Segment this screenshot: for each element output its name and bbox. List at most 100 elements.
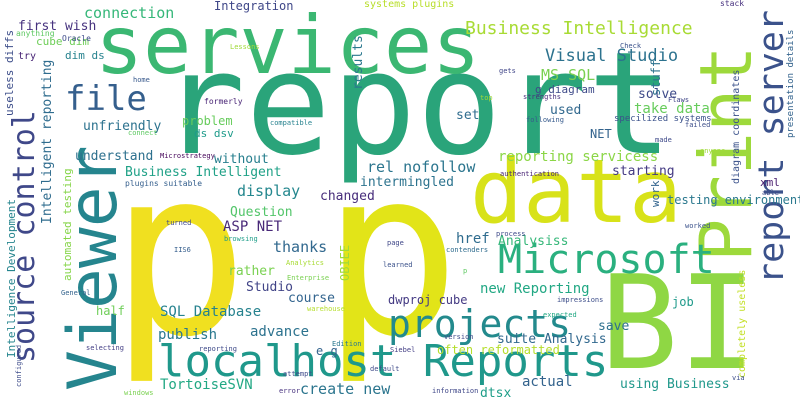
cloud-word: job (672, 296, 694, 308)
cloud-word: made (655, 137, 672, 144)
cloud-word: create new (300, 382, 390, 397)
cloud-word: Business Intelligence (465, 20, 693, 38)
cloud-word: Oracle (62, 35, 91, 43)
cloud-word: IIS6 (174, 247, 191, 254)
cloud-word: ASP NET (223, 220, 282, 234)
cloud-word: anything (16, 30, 55, 38)
cloud-word: General (61, 290, 91, 297)
cloud-word: new Reporting (480, 282, 590, 296)
cloud-word: browsing (224, 236, 258, 243)
cloud-word: windows (124, 390, 154, 397)
cloud-word: SQL Database (160, 305, 261, 319)
cloud-word: attempt (283, 371, 313, 378)
cloud-word: Edition (332, 341, 362, 348)
cloud-word: display (237, 184, 300, 199)
cloud-word: stack (720, 0, 744, 8)
cloud-word: set (456, 109, 479, 122)
cloud-word: rel nofollow (367, 160, 475, 175)
cloud-word: default (370, 366, 400, 373)
cloud-word: thanks (273, 240, 327, 255)
cloud-word: rather (228, 265, 275, 278)
cloud-word: results (352, 35, 365, 90)
cloud-word: compatible (270, 120, 312, 127)
cloud-word: gets (499, 68, 516, 75)
cloud-word: anyone (700, 148, 725, 155)
cloud-word: via (732, 375, 745, 382)
cloud-word: following (526, 117, 564, 124)
cloud-word: Flaws (668, 97, 689, 104)
cloud-word: version (444, 334, 474, 341)
cloud-word: connect (128, 130, 158, 137)
cloud-word: ds dsv (194, 128, 234, 139)
cloud-word: automated testing (62, 168, 73, 281)
cloud-word: completely useless (738, 270, 748, 378)
cloud-word: failed (685, 122, 710, 129)
cloud-word: error (279, 388, 300, 395)
cloud-word: learned (383, 262, 413, 269)
cloud-word: href (456, 232, 490, 246)
cloud-word: Studio (246, 281, 293, 294)
cloud-word: plugins suitable (125, 180, 202, 188)
cloud-word: contenders (446, 247, 488, 254)
cloud-word: reporting (199, 346, 237, 353)
cloud-word: Integration (214, 0, 293, 12)
cloud-word: Business Intelligent (125, 166, 282, 179)
cloud-word: without (214, 153, 269, 166)
cloud-word: strengths (523, 94, 561, 101)
cloud-word: diagram coordinates (732, 70, 742, 184)
cloud-word: using Business (620, 378, 730, 391)
cloud-word: impressions (557, 297, 603, 304)
cloud-word: Intelligent reporting (41, 60, 54, 224)
cloud-word: Check (620, 43, 641, 50)
cloud-word: report server (755, 10, 790, 284)
cloud-word: Siebel (390, 347, 415, 354)
cloud-word: file (65, 82, 147, 116)
cloud-word: turned (166, 220, 191, 227)
cloud-word: work (650, 180, 661, 207)
cloud-word: MS SQL (541, 68, 595, 83)
cloud-word: page (387, 240, 404, 247)
cloud-word: systems plugins (364, 0, 454, 10)
cloud-word: information (432, 388, 478, 395)
cloud-word: configured (16, 345, 23, 387)
cloud-word: Microstrategy (160, 153, 215, 160)
cloud-word: useless diffs (4, 30, 15, 116)
cloud-word: changed (320, 190, 375, 203)
cloud-word: Intelligence Development (6, 199, 17, 358)
cloud-word: expected (543, 312, 577, 319)
cloud-word: formerly (204, 98, 243, 106)
cloud-word: often reformatted (437, 344, 560, 356)
cloud-word: advance (250, 325, 309, 339)
cloud-word: connection (84, 6, 174, 21)
cloud-word: worked (685, 223, 710, 230)
cloud-word: authentication (500, 171, 559, 178)
cloud-word: top (480, 95, 493, 102)
cloud-word: reporting servicess (498, 150, 658, 164)
cloud-word: testing environment (667, 194, 800, 206)
cloud-word: TortoiseSVN (160, 378, 253, 392)
cloud-word: dim ds (65, 50, 105, 61)
cloud-word: understand (75, 150, 153, 163)
cloud-word: Analytics (286, 260, 324, 267)
cloud-word: Question (230, 206, 293, 219)
cloud-word: try (18, 52, 36, 62)
cloud-word: process (496, 231, 526, 238)
cloud-word: xml (760, 177, 780, 188)
cloud-word: warehouse (307, 306, 345, 313)
cloud-word: save (598, 320, 629, 333)
cloud-word: home (133, 77, 150, 84)
cloud-word: able (762, 190, 779, 197)
cloud-word: selecting (86, 345, 124, 352)
cloud-word: Lessons (230, 44, 260, 51)
cloud-word: p (463, 268, 467, 275)
cloud-word: stuff (650, 60, 662, 96)
cloud-word: half (96, 305, 125, 317)
cloud-word: dtsx (480, 387, 511, 400)
cloud-word: presentation details (787, 30, 796, 138)
cloud-word: publish (158, 328, 217, 342)
cloud-word: OBIEE (339, 245, 351, 281)
cloud-word: Enterprise (287, 275, 329, 282)
cloud-word: course (288, 292, 335, 305)
cloud-word: starting (612, 165, 675, 178)
